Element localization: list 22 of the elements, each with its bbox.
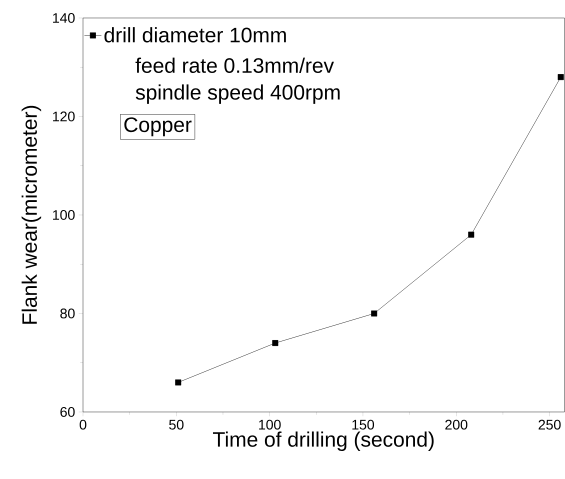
point — [272, 340, 278, 346]
y-tick-label: 100 — [53, 210, 75, 220]
point — [558, 74, 564, 80]
annotation: spindle speed 400rpm — [136, 84, 340, 104]
y-tick-label: 80 — [60, 308, 75, 318]
x-tick-label: 0 — [80, 420, 86, 430]
annotation: feed rate 0.13mm/rev — [136, 58, 334, 73]
y-tick-label: 140 — [53, 13, 75, 23]
y-tick-label: 120 — [53, 112, 75, 122]
x-tick-label: 200 — [445, 420, 468, 430]
x-axis-title: Time of drilling (second) — [212, 431, 434, 451]
x-tick-label: 50 — [169, 420, 184, 430]
legend-label: drill diameter 10mm — [104, 27, 286, 42]
x-tick-label: 100 — [259, 420, 281, 430]
point — [468, 232, 474, 238]
y-axis-title: Flank wear(micrometer) — [22, 106, 42, 324]
x-tick-label: 150 — [352, 420, 374, 430]
point — [175, 379, 182, 386]
x-tick-label: 250 — [538, 420, 561, 430]
point — [371, 310, 378, 316]
annotation: Copper — [124, 117, 192, 136]
y-tick-label: 60 — [60, 407, 75, 417]
